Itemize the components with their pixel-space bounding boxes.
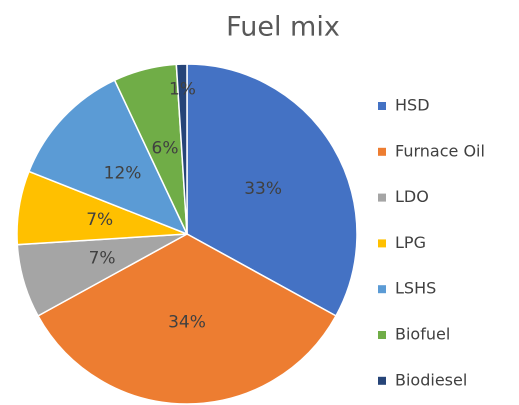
data-label: 6% — [152, 138, 179, 158]
data-label: 1% — [169, 80, 196, 100]
legend-swatch — [378, 102, 386, 110]
data-label: 7% — [89, 249, 116, 269]
legend-swatch — [378, 193, 386, 202]
legend-swatch — [378, 331, 386, 339]
chart-title: Fuel mix — [226, 12, 340, 43]
legend-label: Biodiesel — [395, 370, 467, 389]
legend-label: LSHS — [395, 279, 436, 298]
legend-swatch — [378, 376, 386, 385]
legend-label: HSD — [395, 96, 430, 115]
data-label: 34% — [168, 312, 206, 332]
legend-swatch — [378, 239, 386, 248]
legend-swatch — [378, 285, 386, 294]
pie-slice — [37, 233, 337, 405]
pie-slice — [175, 63, 188, 235]
data-label: 12% — [104, 163, 142, 183]
legend-label: Biofuel — [395, 325, 450, 344]
legend-label: Furnace Oil — [395, 141, 485, 160]
data-label: 7% — [86, 210, 113, 230]
data-label: 33% — [244, 179, 282, 199]
legend-swatch — [378, 147, 386, 156]
legend-label: LDO — [395, 187, 429, 206]
pie-slice — [186, 63, 358, 317]
pie-slice — [27, 79, 189, 236]
legend-label: LPG — [395, 233, 426, 252]
